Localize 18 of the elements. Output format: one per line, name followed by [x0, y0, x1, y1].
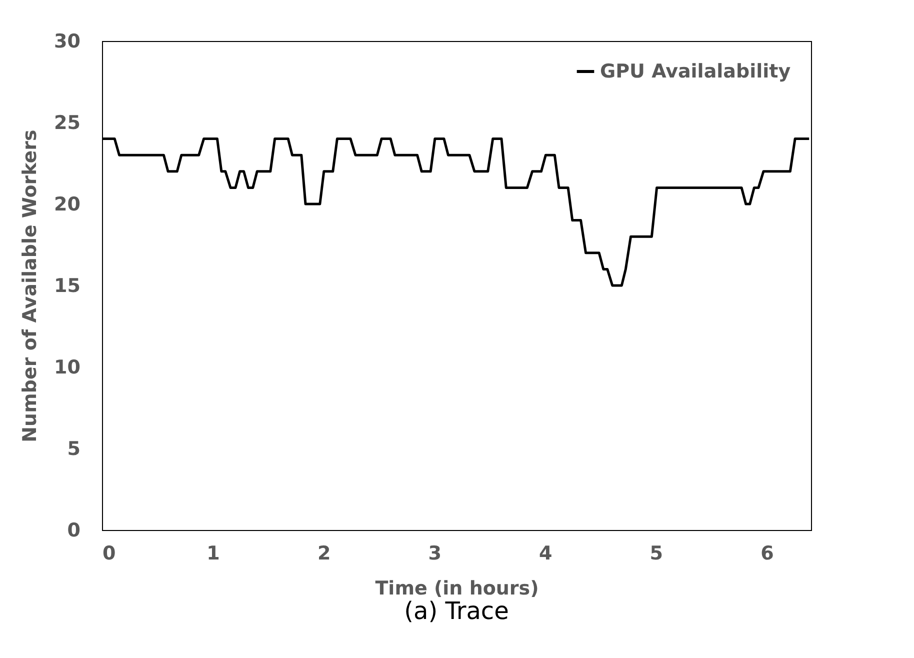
text: (a) Trace [404, 597, 509, 625]
y-tick-label: 10 [54, 356, 80, 378]
y-tick-label: 30 [54, 30, 80, 52]
y-tick-label: 0 [67, 520, 80, 542]
x-axis-title: Time (in hours) [375, 578, 539, 600]
y-tick-label: 20 [54, 194, 80, 216]
x-tick-label: 2 [317, 542, 331, 564]
x-tick-label: 5 [650, 542, 664, 564]
y-axis-title: Number of Available Workers [19, 130, 42, 442]
x-tick-label: 4 [539, 542, 552, 564]
y-tick-label: 15 [54, 275, 80, 297]
x-tick-label: 0 [102, 542, 116, 564]
x-tick-label: 1 [206, 542, 220, 564]
y-tick-label: 5 [67, 438, 80, 460]
legend-label: GPU Availalability [600, 60, 792, 82]
x-tick-label: 3 [428, 542, 442, 564]
y-tick-label: 25 [54, 112, 80, 134]
x-tick-label: 6 [760, 542, 774, 564]
